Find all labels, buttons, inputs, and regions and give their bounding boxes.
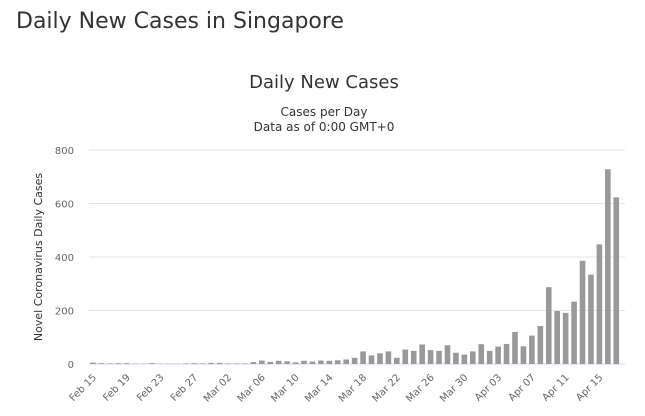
bar [503,343,510,364]
x-tick-label: Mar 06 [236,372,268,404]
x-tick-label: Mar 10 [269,372,301,404]
bar [512,331,518,364]
bar [360,351,366,364]
bar [301,360,307,364]
bar [199,363,206,364]
bar [275,360,282,364]
bar [98,363,105,364]
x-tick-label: Feb 23 [135,372,167,404]
bar [579,260,586,364]
bar [107,363,113,364]
bar [588,274,594,364]
bar [529,335,535,364]
y-axis-label: Novel Coronavirus Daily Cases [32,173,45,341]
x-tick-label: Feb 15 [68,372,100,404]
bar [115,363,122,364]
bar [554,311,560,364]
bar [537,326,544,364]
bar [351,357,358,364]
bar [377,353,383,364]
bar [461,354,468,364]
x-tick-label: Feb 19 [101,372,133,404]
y-tick-label: 0 [68,360,74,371]
bar [520,346,527,364]
bar [233,363,240,364]
bar [368,355,375,364]
bar [444,345,451,364]
bar [478,344,485,364]
bar [470,351,476,364]
chart-title: Daily New Cases [249,72,399,93]
bar [453,352,459,364]
bar [259,360,265,364]
bar [292,362,299,364]
subtitle: Data as of 0:00 GMT+0 [254,120,395,134]
x-tick-label: Apr 03 [473,372,504,403]
x-tick-label: Mar 14 [303,372,335,404]
bar [385,351,392,364]
page-title: Daily New Cases in Singapore [16,9,344,34]
bar [309,361,316,364]
bar [208,362,214,364]
x-tick-label: Feb 27 [169,372,201,404]
bar [267,361,274,364]
bar [419,344,425,364]
bar [326,360,333,364]
bar [596,244,603,364]
x-tick-label: Mar 18 [337,372,369,404]
subtitle: Cases per Day [281,105,368,119]
bar [343,359,349,364]
x-tick-label: Mar 26 [404,372,436,404]
bar [605,169,611,364]
bar [486,350,493,364]
y-tick-label: 600 [55,200,74,211]
bar [318,360,324,364]
bar [191,363,198,364]
x-tick-label: Apr 15 [574,372,605,403]
bar [334,360,341,364]
bar [90,362,96,364]
bar [410,350,417,364]
bar [225,363,231,364]
x-tick-label: Mar 22 [371,372,403,404]
bar [394,357,400,364]
y-tick-label: 200 [55,307,74,318]
bar [149,363,155,364]
bar [613,197,620,364]
bar [183,363,189,364]
bar [402,349,409,364]
bar [571,301,577,364]
bar [562,312,569,364]
y-tick-label: 800 [55,146,74,157]
bar [495,346,501,364]
bar [123,363,130,364]
y-tick-label: 400 [55,253,74,264]
bar [545,287,552,364]
bar [436,350,442,364]
bar [284,361,290,364]
bar [250,362,257,364]
x-tick-label: Mar 30 [438,372,470,404]
x-tick-label: Mar 02 [202,372,234,404]
bar [427,350,434,364]
bar [216,362,223,364]
bar [242,363,248,364]
x-tick-label: Apr 11 [541,372,572,403]
x-tick-label: Apr 07 [507,372,538,403]
